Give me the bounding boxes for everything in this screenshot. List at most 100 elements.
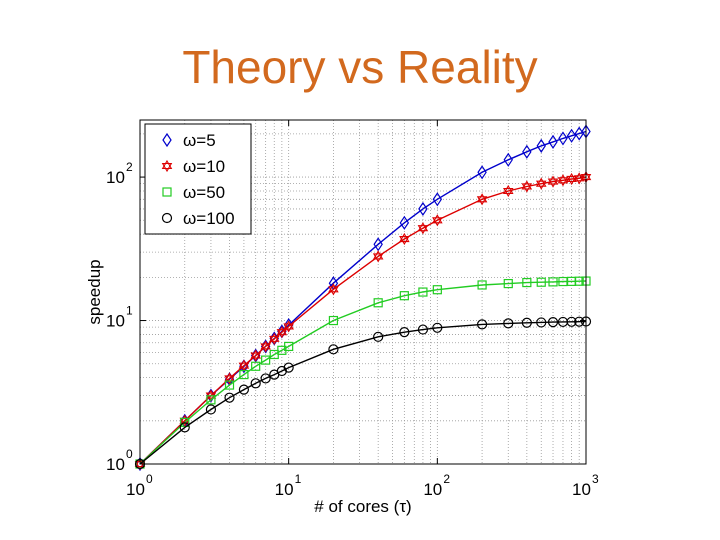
diamond-marker [432,192,443,207]
diamond-marker [503,152,513,167]
y-tick-exponent: 1 [126,304,133,318]
square-marker [548,277,558,287]
hexagram-marker [260,340,271,353]
x-tick-label: 10 [423,480,442,499]
circle-marker [224,392,235,403]
x-tick-label: 10 [275,480,294,499]
hexagram-marker [283,320,294,333]
circle-marker [503,318,514,329]
data-series [134,124,592,472]
diamond-marker [566,128,577,143]
diamond-marker [399,215,410,230]
hexagram-marker [566,172,577,186]
hexagram-marker [502,184,514,198]
hexagram-marker [276,326,288,339]
y-tick-exponent: 2 [126,160,133,174]
hexagram-marker [250,349,261,362]
hexagram-marker [557,174,569,187]
hexagram-marker [268,332,280,345]
circle-marker [283,362,294,373]
x-tick-exponent: 0 [146,472,153,486]
legend-label: ω=10 [183,157,225,176]
hexagram-marker [432,214,443,227]
series-square [135,276,591,469]
x-tick-exponent: 3 [592,472,599,486]
series-line [139,280,587,465]
legend: ω=5 ω=10 ω=50 ω=100 [144,123,252,235]
square-marker [206,395,216,405]
diamond-marker [536,138,546,153]
circle-marker [566,316,577,327]
diamond-marker [418,201,428,216]
square-marker [284,341,294,352]
diamond-marker [558,131,568,146]
y-tick-label: 10 [106,312,125,331]
diamond-marker [548,134,558,149]
x-tick-label: 10 [126,480,145,499]
square-marker [239,369,249,380]
circle-marker [417,324,429,335]
x-axis-label: # of cores (τ) [314,497,411,516]
square-marker [180,417,190,427]
hexagram-marker [417,222,429,235]
square-marker [373,298,383,308]
square-marker [432,285,442,295]
circle-marker [547,317,559,328]
circle-marker [373,331,384,342]
circle-marker [250,378,261,389]
square-marker [261,355,271,365]
circle-marker [205,404,217,415]
legend-label: ω=5 [183,131,216,150]
hexagram-marker [521,180,533,193]
x-tick-label: 10 [572,480,591,499]
diamond-marker [522,144,532,159]
hexagram-marker [547,175,559,188]
series-line [139,320,587,465]
hexagram-marker [535,177,547,190]
y-tick-exponent: 0 [126,447,133,461]
hexagram-marker [238,359,250,372]
circle-marker [161,212,173,224]
legend-label: ω=100 [183,209,235,228]
circle-marker [179,422,190,433]
circle-marker [574,316,585,327]
series-hexagram [134,170,592,471]
x-tick-exponent: 2 [443,472,450,486]
square-marker [574,276,584,286]
circle-marker [536,317,547,328]
square-marker [503,278,513,289]
square-marker [224,380,235,390]
square-marker [399,291,409,301]
circle-marker [260,373,271,384]
y-tick-label: 10 [106,455,125,474]
square-marker [418,287,428,297]
hexagram-marker [161,159,173,173]
y-tick-label: 10 [106,168,125,187]
slide-title: Theory vs Reality [182,41,538,93]
circle-marker [238,384,250,395]
hexagram-marker [328,283,339,296]
plot-frame [139,119,587,465]
diamond-marker [162,132,172,148]
circle-marker [521,317,532,328]
square-marker [162,187,172,197]
circle-marker [476,319,488,330]
hexagram-marker [399,232,410,246]
diamond-marker [477,165,487,180]
circle-marker [432,322,443,333]
square-marker [558,276,568,287]
y-axis-label: speedup [85,259,104,324]
square-marker [536,277,546,287]
hexagram-marker [476,193,488,206]
hexagram-marker [372,250,384,263]
x-tick-exponent: 1 [295,472,302,486]
square-marker [477,280,487,290]
legend-label: ω=50 [183,183,225,202]
square-marker [251,361,261,371]
square-marker [522,277,532,288]
square-marker [328,315,339,326]
hexagram-marker [205,389,217,402]
circle-marker [328,344,339,355]
